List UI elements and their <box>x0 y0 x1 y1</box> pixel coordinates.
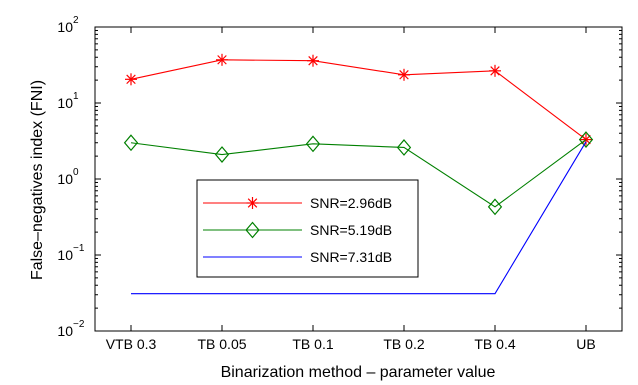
data-point-series-1 <box>398 68 410 81</box>
y-tick-label: 10 <box>57 95 73 111</box>
y-tick-label: 10 <box>57 19 73 35</box>
legend-label: SNR=5.19dB <box>310 222 392 238</box>
marker-stroke <box>399 70 409 80</box>
x-tick-label: TB 0.2 <box>383 336 424 352</box>
x-axis-ticks: VTB 0.3 TB 0.05 TB 0.1 TB 0.2 TB 0.4 UB <box>106 27 596 352</box>
data-point-series-2 <box>305 135 321 153</box>
y-axis-label: False–negatives index (FNI) <box>29 80 46 280</box>
marker-stroke <box>490 66 500 76</box>
series-line-3 <box>131 141 587 295</box>
data-point-series-2 <box>214 146 230 163</box>
legend-label: SNR=7.31dB <box>310 249 392 265</box>
series-line-2 <box>130 139 587 208</box>
y-tick-label: 10 <box>57 247 73 263</box>
legend-box <box>196 179 419 278</box>
y-tick-exponent: −2 <box>73 319 85 330</box>
marker-stroke <box>126 74 136 85</box>
marker-stroke <box>308 55 318 66</box>
data-point-series-2 <box>396 139 412 156</box>
x-tick-label: TB 0.4 <box>474 336 515 352</box>
series-line-1 <box>130 59 587 141</box>
legend-marker <box>245 221 260 239</box>
data-point-series-1 <box>489 64 501 77</box>
legend-items: SNR=2.96dB SNR=5.19dB SNR=7.31dB <box>203 195 392 265</box>
plot-area <box>94 26 623 332</box>
y-tick-label: 10 <box>57 323 73 339</box>
x-axis-label: Binarization method – parameter value <box>221 364 496 381</box>
data-point-series-2 <box>578 131 594 149</box>
data-point-series-1 <box>216 53 228 66</box>
y-tick-label: 10 <box>57 171 73 187</box>
series-layer <box>123 53 594 295</box>
y-tick-exponent: −1 <box>73 243 85 254</box>
marker-stroke <box>217 55 227 65</box>
y-tick-exponent: 2 <box>73 15 79 26</box>
x-tick-label: UB <box>576 336 595 352</box>
y-tick-exponent: 0 <box>73 167 79 178</box>
data-point-series-1 <box>307 54 319 67</box>
y-tick-exponent: 1 <box>73 91 79 102</box>
data-point-series-1 <box>125 73 137 86</box>
data-point-series-2 <box>487 198 503 216</box>
x-tick-label: TB 0.1 <box>292 336 333 352</box>
data-point-series-2 <box>123 134 139 152</box>
legend: SNR=2.96dB SNR=5.19dB SNR=7.31dB <box>196 179 419 278</box>
legend-label: SNR=2.96dB <box>310 195 392 211</box>
marker-stroke <box>581 134 591 145</box>
legend-marker <box>246 197 259 209</box>
marker-stroke <box>247 198 258 208</box>
x-tick-label: TB 0.05 <box>197 336 246 352</box>
x-tick-label: VTB 0.3 <box>106 336 157 352</box>
